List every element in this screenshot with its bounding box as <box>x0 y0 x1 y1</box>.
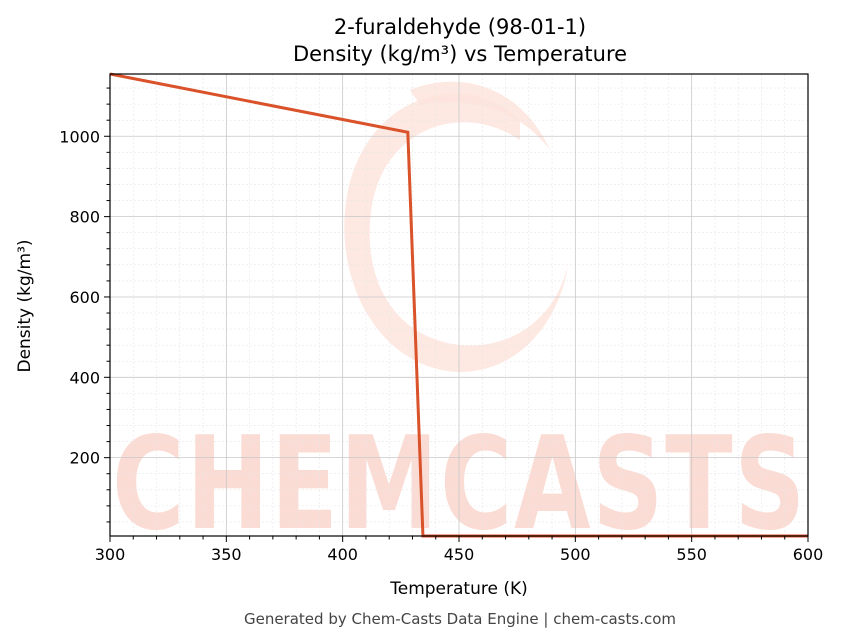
x-tick-label: 400 <box>327 545 358 564</box>
y-tick-label: 200 <box>69 449 100 468</box>
y-tick-label: 600 <box>69 288 100 307</box>
footer-credit: Generated by Chem-Casts Data Engine | ch… <box>244 610 676 628</box>
x-axis-label: Temperature (K) <box>389 579 528 599</box>
x-axis-ticks: 300 350 400 450 500 550 600 <box>95 536 824 564</box>
watermark-swirl-top <box>410 81 550 150</box>
x-tick-label: 600 <box>793 545 824 564</box>
major-grid <box>109 74 809 536</box>
x-tick-label: 550 <box>676 545 707 564</box>
chart-title: 2-furaldehyde (98-01-1) <box>334 15 586 39</box>
y-tick-label: 800 <box>69 208 100 227</box>
chart-subtitle: Density (kg/m³) vs Temperature <box>293 42 627 66</box>
x-tick-label: 300 <box>95 545 126 564</box>
chemcasts-watermark: CHEMCASTS <box>112 81 807 559</box>
x-tick-label: 500 <box>560 545 591 564</box>
y-tick-label: 400 <box>69 368 100 387</box>
x-tick-label: 350 <box>211 545 242 564</box>
y-axis-label: Density (kg/m³) <box>15 239 35 372</box>
y-tick-label: 1000 <box>59 127 100 146</box>
y-axis-ticks: 200 400 600 800 1000 <box>59 87 110 523</box>
x-tick-label: 450 <box>444 545 475 564</box>
watermark-text: CHEMCASTS <box>112 410 807 559</box>
